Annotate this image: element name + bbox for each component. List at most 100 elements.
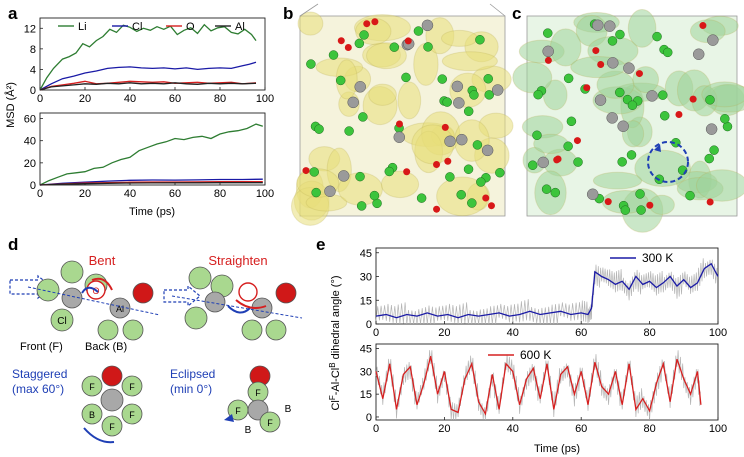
- isosurface-blob: [297, 11, 324, 36]
- eclipsed-note: (min 0°): [170, 382, 212, 396]
- al-atom: [592, 19, 604, 32]
- cl-atom: [60, 260, 84, 284]
- x-tick-label: 80: [214, 188, 226, 200]
- cl-atom: [704, 153, 715, 164]
- series-line-cl: [39, 61, 257, 91]
- isosurface-blob: [397, 81, 422, 120]
- o-atom: [344, 43, 352, 51]
- x-tick-label: 20: [438, 423, 450, 435]
- o-atom: [487, 202, 495, 210]
- panel-letter-b: b: [283, 4, 293, 23]
- o-atom: [583, 84, 591, 92]
- msd-xlabel: Time (ps): [129, 206, 175, 218]
- f-label: F: [255, 388, 261, 398]
- x-tick-label: 80: [643, 423, 655, 435]
- o-atom: [433, 205, 441, 213]
- f-atom: [121, 375, 143, 397]
- f-atom: [259, 411, 281, 433]
- cl-atom: [188, 266, 212, 290]
- f-atom: [101, 415, 123, 437]
- atoms-c: [527, 19, 733, 215]
- cl-atom: [542, 28, 553, 38]
- cl-atom: [532, 130, 542, 141]
- al-atom: [453, 97, 465, 109]
- dihedral-ylabel: ClF-Al-ClB dihedral angle (°): [328, 275, 342, 410]
- cl-atom: [309, 167, 320, 177]
- cl-atom: [495, 167, 505, 178]
- bend-arrow-red-icon: [91, 277, 113, 291]
- plot-frame: [39, 112, 266, 186]
- al-atom: [451, 80, 464, 93]
- x-tick-label: 80: [214, 93, 226, 105]
- cl-atom: [467, 198, 477, 208]
- cl-atom: [50, 308, 74, 332]
- rotation-circle: [647, 141, 689, 183]
- al-atom: [354, 81, 366, 93]
- x-tick-label: 40: [124, 93, 136, 105]
- y-tick-label: 0: [366, 319, 372, 331]
- x-tick-label: 60: [169, 93, 181, 105]
- cl-atom: [685, 190, 695, 201]
- cl-atom: [573, 157, 583, 167]
- o-atom-red: [275, 282, 297, 304]
- series-line-al: [39, 182, 263, 186]
- cl-atom: [122, 319, 144, 341]
- bend-arrow-icon: [81, 286, 99, 294]
- y-tick-label: 45: [360, 344, 372, 356]
- x-tick-label: 100: [256, 188, 274, 200]
- cl-atom: [306, 59, 316, 69]
- o-atom: [371, 18, 379, 26]
- x-tick-label: 100: [709, 327, 727, 339]
- cl-atom: [617, 157, 627, 167]
- y-tick-label: 15: [360, 295, 372, 307]
- al-atom: [444, 135, 456, 148]
- al-label: Al: [116, 304, 124, 314]
- x-tick-label: 60: [575, 327, 587, 339]
- y-tick-label: 30: [360, 272, 372, 284]
- o-atom: [337, 37, 345, 45]
- cl-atom: [97, 319, 119, 341]
- cl-atom: [705, 95, 715, 105]
- cl-atom: [615, 29, 625, 40]
- y-tick-label: 0: [366, 412, 372, 424]
- bent-title: Bent: [89, 253, 116, 268]
- isosurface-blob: [368, 83, 397, 106]
- cl-atom: [442, 97, 452, 107]
- y-tick-label: 20: [24, 158, 36, 170]
- al-atom: [705, 123, 718, 135]
- isosurface-blob: [380, 170, 420, 199]
- series-line-li: [39, 123, 264, 186]
- o-atom: [689, 95, 697, 103]
- x-tick-label: 60: [169, 188, 181, 200]
- rotate-arrow-icon: [83, 427, 115, 444]
- o-atom: [482, 194, 490, 202]
- cl-atom: [311, 187, 321, 198]
- cl-atom: [463, 164, 474, 174]
- cl-atom: [476, 177, 486, 187]
- al-atom: [456, 133, 468, 146]
- legend-label: 300 K: [642, 251, 673, 265]
- o-atom: [699, 22, 707, 30]
- o-atom: [554, 155, 562, 163]
- cl-label: Cl: [57, 316, 66, 327]
- cl-atom: [607, 36, 618, 46]
- y-tick-label: 12: [24, 23, 36, 35]
- cl-atom: [636, 205, 646, 215]
- rotation-schematic: Bent Cl O Al Front (F) Back (B) Straight…: [9, 253, 303, 444]
- cl-atom: [369, 190, 380, 201]
- rotate-arrow-icon: [224, 414, 234, 422]
- al-atom: [481, 144, 494, 157]
- x-tick-label: 20: [438, 327, 450, 339]
- legend-label: O: [186, 21, 195, 33]
- al-atom: [692, 48, 705, 60]
- cl-atom: [344, 126, 354, 136]
- isosurface-blob: [627, 8, 657, 48]
- cl-atom: [659, 111, 670, 121]
- cl-atom: [658, 90, 668, 100]
- msd-ylabel: MSD (Å²): [4, 82, 17, 128]
- cl-atom: [423, 42, 433, 52]
- o-atom: [302, 167, 310, 175]
- o-atom: [403, 168, 411, 176]
- b-label: B: [245, 425, 252, 436]
